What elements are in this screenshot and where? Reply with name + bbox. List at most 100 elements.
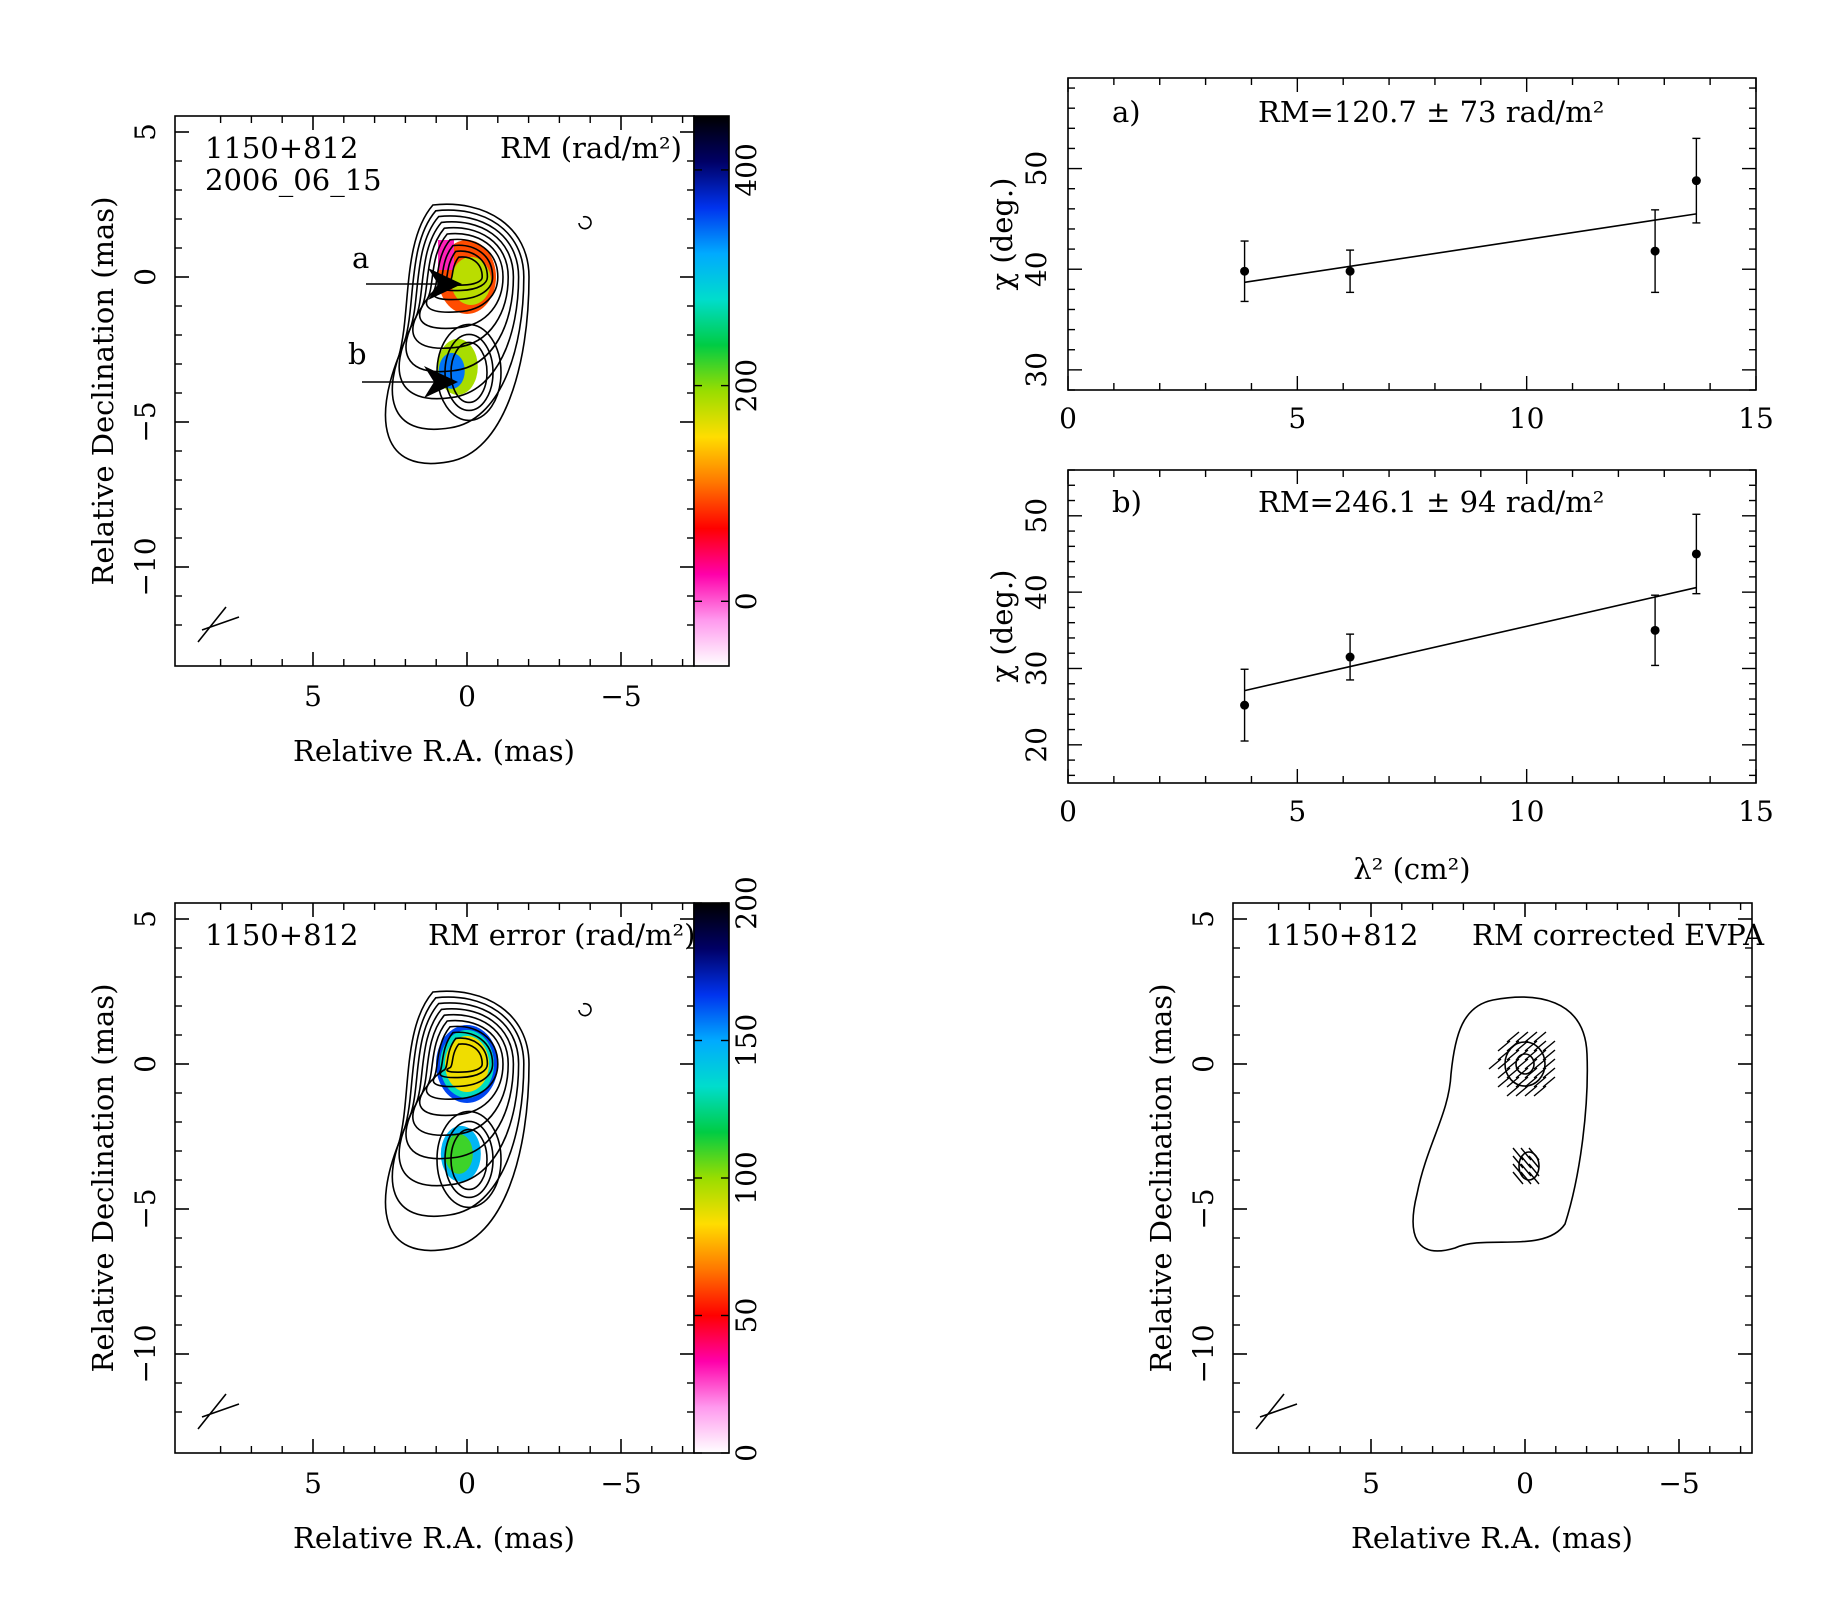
- evpa-ytick-label: −5: [1187, 1188, 1220, 1229]
- chi-plot-a-xtick-label: 15: [1738, 402, 1774, 435]
- chi-plot-a-data-point: [1345, 266, 1355, 276]
- rm-ytick-label: −5: [129, 401, 162, 442]
- intensity-contour: [446, 256, 484, 286]
- rm-colorbar: [693, 115, 730, 667]
- evpa-vector: [1506, 1058, 1520, 1070]
- rm-beam-icon: [197, 606, 240, 643]
- evpa-vector: [1533, 1076, 1547, 1088]
- evpa-vector: [1528, 1155, 1540, 1169]
- rm-error-map-frame: [174, 902, 695, 1454]
- intensity-contour: [412, 1013, 510, 1137]
- chi-plot-b-xtick-label: 0: [1059, 795, 1077, 828]
- chi-plot-b-xtick-label: 10: [1509, 795, 1545, 828]
- evpa-source-label: 1150+812: [1265, 918, 1418, 952]
- intensity-contour: [432, 1031, 494, 1088]
- evpa-outer-contour: [1412, 996, 1589, 1252]
- evpa-vector: [1524, 1049, 1538, 1061]
- evpa-vector: [1497, 1049, 1511, 1061]
- chi-plot-b-data-point: [1345, 652, 1355, 662]
- evpa-xlabel: Relative R.A. (mas): [1351, 1521, 1633, 1555]
- evpa-xtick-label: 0: [1516, 1467, 1534, 1500]
- evpa-vector: [1506, 1049, 1520, 1061]
- evpa-vector: [1542, 1049, 1556, 1061]
- intensity-contour: [412, 226, 510, 350]
- component-b-contour: [450, 341, 488, 404]
- evpa-vector: [1506, 1031, 1520, 1043]
- evpa-vector: [1524, 1067, 1538, 1079]
- evpa-vector: [1533, 1085, 1547, 1097]
- evpa-vector: [1497, 1076, 1511, 1088]
- rm-error-quantity-label: RM error (rad/m²): [428, 918, 695, 952]
- intensity-contour: [439, 1037, 489, 1079]
- chi-plot-b-xtick-label: 15: [1738, 795, 1774, 828]
- rm-error-colorbar-tick-label: 200: [730, 876, 763, 929]
- rm-ylabel: Relative Declination (mas): [86, 196, 120, 585]
- evpa-vector: [1515, 1085, 1529, 1097]
- evpa-vector: [1533, 1031, 1547, 1043]
- evpa-vector: [1542, 1076, 1556, 1088]
- chi-plot-a-data-point: [1691, 176, 1701, 186]
- rm-xtick-label: 0: [458, 680, 476, 713]
- evpa-vector: [1512, 1155, 1524, 1169]
- chi-plot-a-panel-label: a): [1112, 95, 1141, 129]
- evpa-ytick-label: 5: [1187, 910, 1220, 928]
- evpa-vector: [1506, 1085, 1520, 1097]
- chi-plot-a-ytick-label: 50: [1020, 151, 1053, 187]
- isolated-contour: [578, 1002, 592, 1017]
- evpa-vector: [1542, 1067, 1556, 1079]
- rm-error-colorbar-tick-label: 50: [730, 1298, 763, 1334]
- rm-ytick-label: −10: [129, 537, 162, 596]
- chi-plot-b-ylabel: χ (deg.): [985, 570, 1019, 683]
- marker-b: b: [348, 337, 458, 398]
- evpa-vector: [1528, 1147, 1540, 1161]
- evpa-vector: [1520, 1155, 1532, 1169]
- intensity-contour: [425, 1025, 499, 1100]
- evpa-beam-icon: [1255, 1393, 1298, 1430]
- rm-error-colorbar-tick-label: 150: [730, 1014, 763, 1067]
- rm-error-ytick-label: −5: [129, 1188, 162, 1229]
- rm-map-image: [384, 203, 592, 465]
- chi-plot-b: 0 5 10 15 20 30 40 50 b) RM=246.1 ± 94 rad/m² χ…: [985, 469, 1774, 886]
- evpa-vector: [1533, 1058, 1547, 1070]
- evpa-map-image: [1412, 996, 1589, 1252]
- chi-plot-a-xtick-label: 0: [1059, 402, 1077, 435]
- rm-xtick-label: 5: [304, 680, 322, 713]
- rm-colorbar-tick-label: 200: [730, 359, 763, 412]
- evpa-vector: [1528, 1171, 1540, 1185]
- rm-error-source-label: 1150+812: [205, 918, 358, 952]
- intensity-contour: [384, 990, 530, 1252]
- chi-plot-b-panel-label: b): [1112, 485, 1142, 519]
- evpa-vector: [1515, 1067, 1529, 1079]
- rm-error-colorbar-tick-label: 100: [730, 1151, 763, 1204]
- intensity-contour: [405, 221, 515, 373]
- component-b-contour: [436, 1110, 502, 1209]
- marker-b-label: b: [348, 337, 367, 371]
- evpa-vector: [1497, 1067, 1511, 1079]
- evpa-core-contour: [1515, 1053, 1535, 1075]
- evpa-vector: [1506, 1067, 1520, 1079]
- chi-plot-b-ytick-label: 40: [1020, 574, 1053, 610]
- chi-plot-a: 0 5 10 15 30 40 50 a) RM=120.7 ± 73 rad/m² χ (…: [985, 77, 1774, 435]
- chi-plot-a-data-point: [1650, 246, 1660, 256]
- intensity-contour: [446, 1043, 484, 1073]
- chi-plot-a-annotation: RM=120.7 ± 73 rad/m²: [1258, 95, 1604, 129]
- evpa-ylabel: Relative Declination (mas): [1144, 983, 1178, 1372]
- rm-ytick-label: 5: [129, 123, 162, 141]
- chi-plot-b-xtick-label: 5: [1288, 795, 1306, 828]
- chi-plot-b-annotation: RM=246.1 ± 94 rad/m²: [1258, 485, 1604, 519]
- evpa-ytick-label: −10: [1187, 1324, 1220, 1383]
- evpa-map-panel: 5 0 −5 5 0 −5 −10 1150+812 RM corrected EVPA R…: [1144, 902, 1765, 1555]
- rm-error-xlabel: Relative R.A. (mas): [293, 1521, 575, 1555]
- rm-ytick-label: 0: [129, 268, 162, 286]
- component-b-contour: [444, 1120, 494, 1199]
- chi-plot-a-ytick-label: 40: [1020, 251, 1053, 287]
- chi-plot-b-frame: [1067, 469, 1757, 784]
- evpa-vector: [1515, 1076, 1529, 1088]
- rm-source-label: 1150+812: [205, 131, 358, 165]
- chi-plot-b-data-point: [1240, 700, 1250, 710]
- evpa-vector: [1506, 1076, 1520, 1088]
- intensity-contour: [391, 996, 525, 1218]
